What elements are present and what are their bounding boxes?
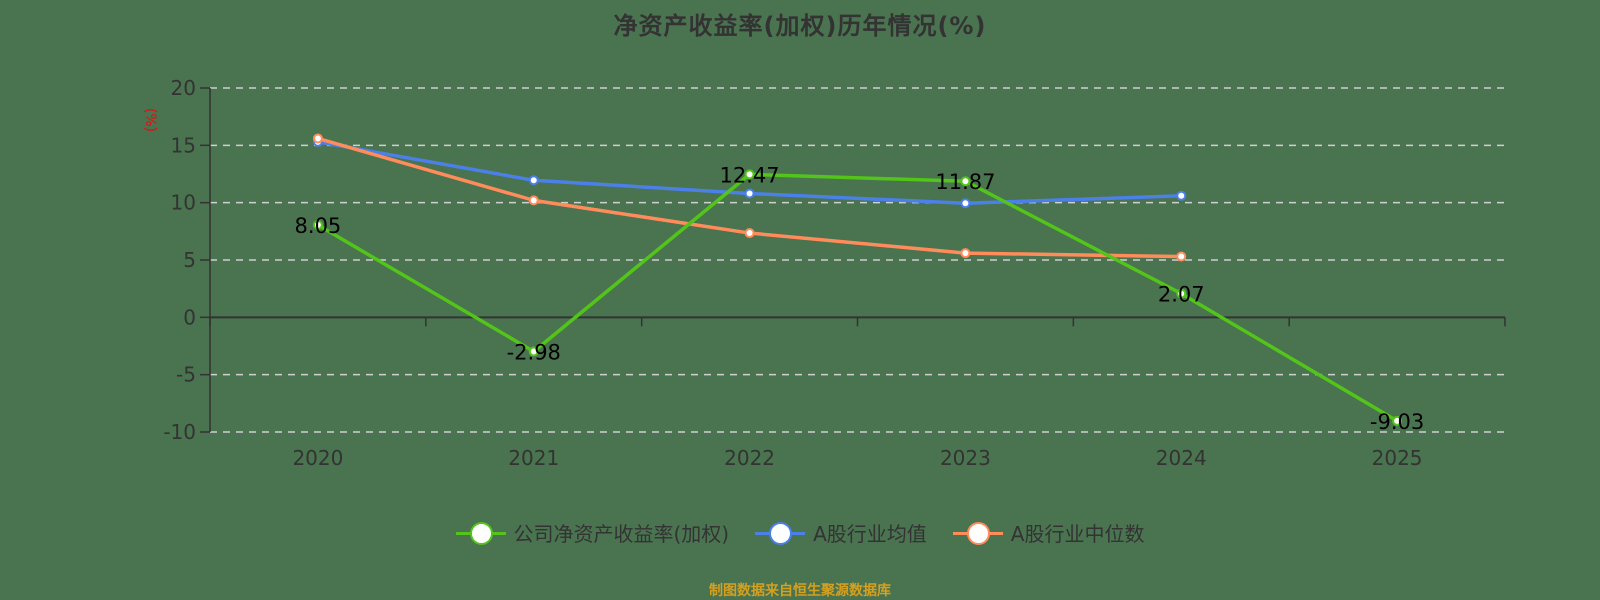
data-point[interactable]	[960, 248, 971, 259]
x-tick-label: 2024	[1156, 446, 1207, 470]
legend-label: A股行业中位数	[1010, 522, 1145, 546]
y-tick-label: 5	[183, 248, 196, 272]
x-tick-label: 2020	[292, 446, 343, 470]
y-tick-label: 10	[171, 191, 196, 215]
x-tick-label: 2021	[508, 446, 559, 470]
data-point[interactable]	[528, 195, 539, 206]
series-lines	[312, 133, 1403, 426]
legend-marker-icon	[455, 521, 506, 545]
y-tick-label: 15	[171, 133, 196, 157]
data-source-footer: 制图数据来自恒生聚源数据库	[709, 583, 891, 599]
data-point[interactable]	[312, 220, 323, 231]
legend-label: 公司净资产收益率(加权)	[513, 522, 730, 546]
data-point[interactable]	[1176, 190, 1187, 201]
data-label: 8.05	[295, 214, 342, 238]
series-line	[317, 172, 1398, 423]
chart-title: 净资产收益率(加权)历年情况(%)	[613, 12, 987, 40]
legend-marker-icon	[952, 521, 1003, 545]
legend-marker-icon	[755, 521, 806, 545]
data-point[interactable]	[744, 228, 755, 239]
x-tick-label: 2023	[940, 446, 991, 470]
data-label: -9.03	[1370, 410, 1424, 434]
data-point[interactable]	[1392, 415, 1403, 426]
legend-label: A股行业均值	[813, 522, 927, 546]
gridlines	[210, 87, 1505, 433]
y-tick-label: 20	[171, 76, 196, 100]
y-tick-label: 0	[183, 305, 196, 329]
data-labels: 8.05 -2.98 12.47 11.87 2.07 -9.03	[295, 163, 1425, 434]
axes: 20 15 10 5 0 -5 -10 2020 2021 2022 2023 2024 2025	[163, 76, 1506, 470]
x-tick-label: 2025	[1372, 446, 1423, 470]
data-label: 12.47	[720, 163, 780, 187]
y-tick-label: -5	[176, 363, 196, 387]
legend-item-industry-median[interactable]: A股行业中位数	[952, 518, 1145, 547]
data-point[interactable]	[1176, 251, 1187, 262]
legend-item-company-roe[interactable]: 公司净资产收益率(加权)	[455, 518, 730, 547]
data-label: 11.87	[935, 170, 995, 194]
y-tick-label: -10	[163, 420, 196, 444]
data-point[interactable]	[960, 198, 971, 209]
data-point[interactable]	[528, 175, 539, 186]
legend-item-industry-mean[interactable]: A股行业均值	[755, 518, 927, 547]
data-label: 2.07	[1158, 283, 1205, 307]
data-point[interactable]	[312, 133, 323, 144]
data-point[interactable]	[528, 346, 539, 357]
data-label: -2.98	[507, 341, 561, 365]
legend: 公司净资产收益率(加权) A股行业均值 A股行业中位数	[0, 518, 1600, 547]
data-point[interactable]	[1176, 288, 1187, 299]
data-point[interactable]	[960, 176, 971, 187]
data-point[interactable]	[744, 169, 755, 180]
x-tick-label: 2022	[724, 446, 775, 470]
data-point[interactable]	[744, 188, 755, 199]
